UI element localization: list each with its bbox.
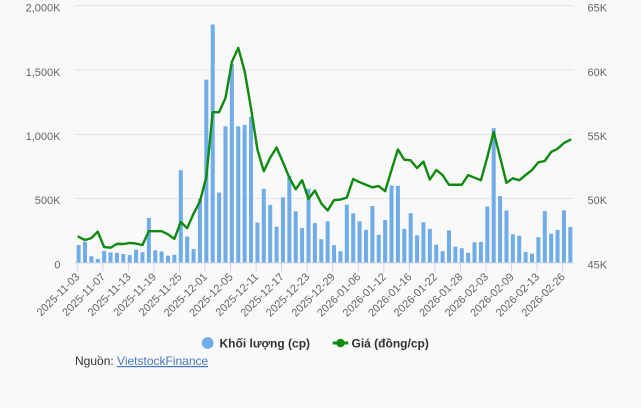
svg-text:60K: 60K bbox=[588, 67, 608, 79]
svg-text:1,500K: 1,500K bbox=[26, 67, 62, 79]
svg-text:500K: 500K bbox=[35, 195, 61, 207]
svg-text:55K: 55K bbox=[588, 131, 608, 143]
svg-text:2,000K: 2,000K bbox=[26, 3, 62, 15]
svg-text:0: 0 bbox=[54, 260, 60, 272]
svg-text:50K: 50K bbox=[588, 195, 608, 207]
svg-text:45K: 45K bbox=[588, 260, 608, 272]
svg-text:Khối lượng (cp): Khối lượng (cp) bbox=[220, 337, 311, 351]
svg-text:65K: 65K bbox=[588, 3, 608, 15]
svg-text:Nguồn: VietstockFinance: Nguồn: VietstockFinance bbox=[75, 354, 209, 368]
svg-text:Giá (đồng/cp): Giá (đồng/cp) bbox=[352, 337, 429, 351]
svg-text:1,000K: 1,000K bbox=[26, 131, 62, 143]
